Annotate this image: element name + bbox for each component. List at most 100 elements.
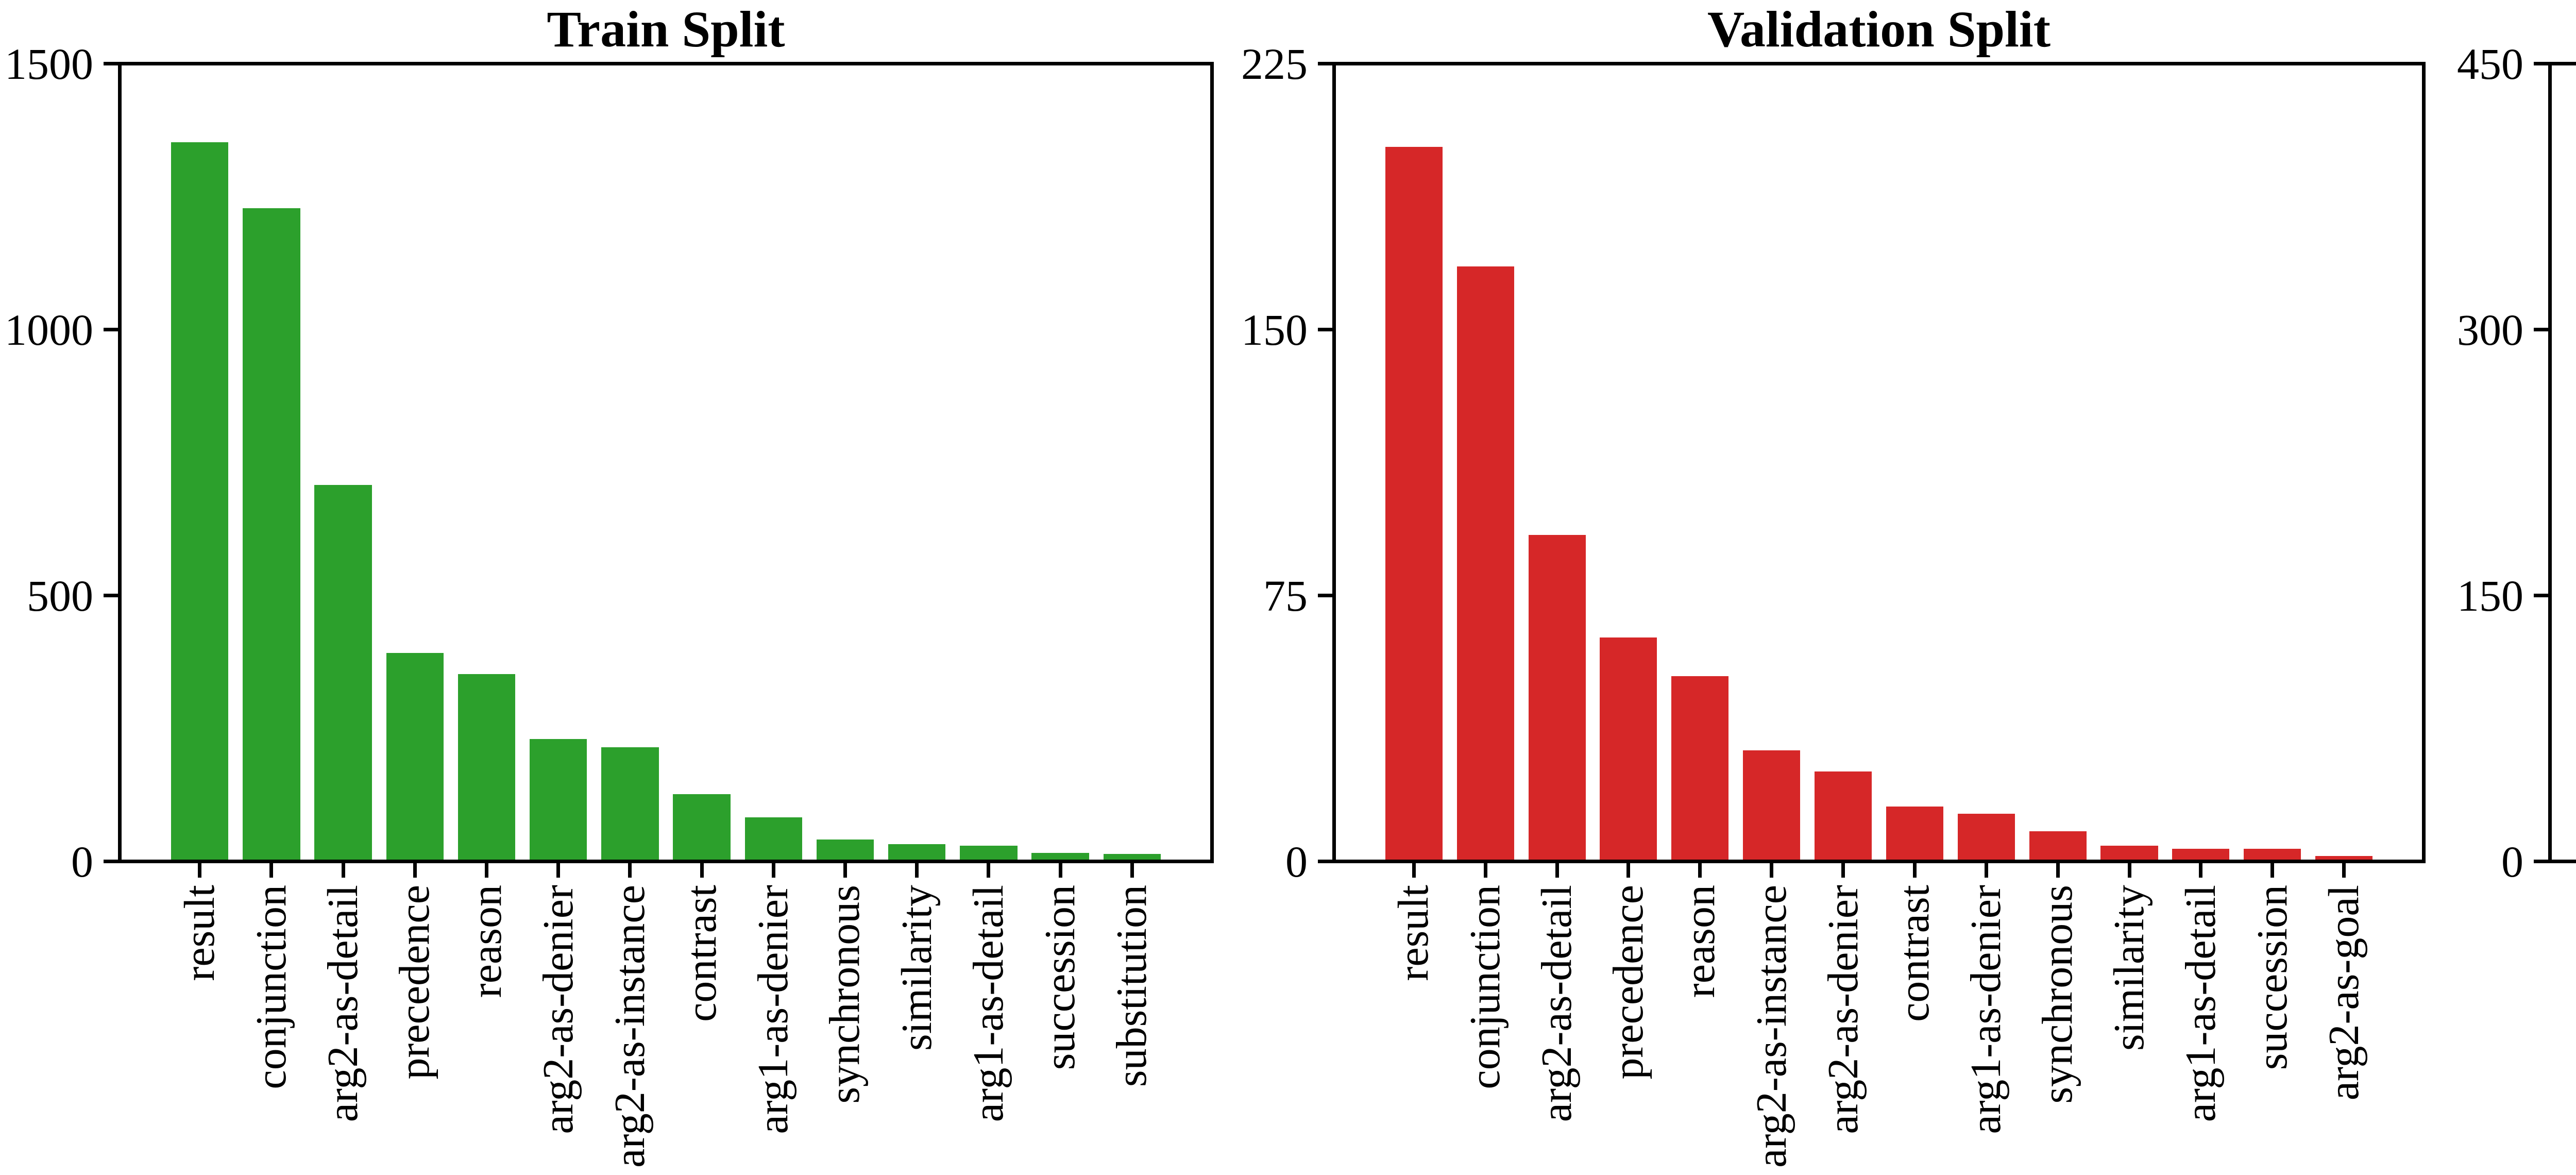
bar (2172, 849, 2230, 860)
y-tick-label: 1000 (5, 305, 93, 355)
x-tick-label: arg1-as-detail (2176, 885, 2225, 1122)
y-tick-mark (104, 62, 118, 65)
x-tick-label: reason (1675, 885, 1724, 998)
y-tick-mark (2534, 594, 2548, 597)
x-tick-label: arg2-as-instance (605, 885, 654, 1168)
y-tick-mark (1318, 62, 1332, 65)
y-tick-label: 150 (1241, 305, 1308, 355)
y-tick-mark (104, 328, 118, 331)
x-tick-label: substitution (1108, 885, 1156, 1087)
bar (888, 844, 946, 860)
x-tick-mark (1698, 863, 1702, 878)
x-tick-mark (843, 863, 847, 878)
x-tick-label: conjunction (247, 885, 295, 1089)
bar (1456, 266, 1514, 860)
bar (816, 839, 874, 860)
x-tick-label: succession (2248, 885, 2296, 1070)
x-tick-mark (485, 863, 488, 878)
bar (1815, 771, 1872, 860)
bar (1957, 813, 2015, 860)
x-tick-mark (1130, 863, 1134, 878)
x-tick-label: arg2-as-denier (1819, 885, 1867, 1134)
bar (2100, 845, 2158, 860)
x-tick-mark (413, 863, 417, 878)
x-tick-mark (198, 863, 202, 878)
bar (530, 738, 587, 860)
bar (1743, 750, 1801, 860)
x-tick-label: arg1-as-detail (964, 885, 1012, 1122)
x-tick-label: arg2-as-denier (534, 885, 582, 1134)
y-tick-label: 0 (2501, 836, 2523, 886)
plot-area (118, 62, 1214, 863)
bar (171, 142, 229, 860)
y-tick-label: 450 (2457, 39, 2523, 89)
x-tick-mark (1770, 863, 1774, 878)
y-tick-label: 225 (1241, 39, 1308, 89)
x-tick-label: succession (1036, 885, 1084, 1070)
x-tick-mark (556, 863, 561, 878)
bar (1103, 853, 1161, 860)
x-tick-label: reason (462, 885, 511, 998)
x-tick-mark (341, 863, 345, 878)
x-tick-mark (2199, 863, 2203, 878)
y-tick-label: 300 (2457, 305, 2523, 355)
x-tick-label: arg2-as-detail (319, 885, 367, 1122)
x-tick-mark (1841, 863, 1845, 878)
bar (744, 817, 802, 860)
y-tick-mark (2534, 860, 2548, 863)
x-tick-label: precedence (1604, 885, 1652, 1080)
x-tick-label: arg1-as-denier (749, 885, 798, 1134)
y-tick-label: 150 (2457, 570, 2523, 620)
y-tick-mark (1318, 328, 1332, 331)
bar (1031, 852, 1089, 860)
x-tick-label: similarity (2105, 885, 2154, 1051)
x-tick-mark (1058, 863, 1062, 878)
y-tick-mark (2534, 62, 2548, 65)
chart-title: Train Split (547, 1, 785, 58)
x-tick-mark (915, 863, 919, 878)
bar (2029, 831, 2087, 860)
bar (386, 653, 444, 860)
bar (601, 747, 659, 860)
x-tick-label: contrast (1890, 885, 1939, 1022)
chart-title: Validation Split (1707, 1, 2050, 58)
y-tick-mark (104, 594, 118, 597)
x-tick-mark (269, 863, 274, 878)
x-tick-mark (700, 863, 704, 878)
x-tick-label: similarity (892, 885, 941, 1051)
bar (314, 484, 372, 860)
x-tick-label: precedence (391, 885, 439, 1080)
bar (243, 208, 300, 860)
x-tick-mark (2127, 863, 2131, 878)
x-tick-mark (1912, 863, 1917, 878)
x-tick-label: synchronous (821, 885, 869, 1104)
y-tick-label: 1500 (5, 39, 93, 89)
x-tick-mark (2056, 863, 2060, 878)
x-tick-label: arg2-as-instance (1747, 885, 1795, 1168)
bar (457, 674, 516, 860)
x-tick-label: arg2-as-detail (1533, 885, 1581, 1122)
bar (1385, 146, 1443, 860)
x-tick-mark (1412, 863, 1416, 878)
bar (1600, 637, 1657, 860)
x-tick-label: result (175, 885, 224, 981)
y-tick-mark (104, 860, 118, 863)
x-tick-label: contrast (677, 885, 726, 1022)
x-tick-mark (628, 863, 632, 878)
x-tick-mark (1984, 863, 1988, 878)
x-tick-label: arg1-as-denier (1962, 885, 2010, 1134)
x-tick-mark (2342, 863, 2346, 878)
y-tick-label: 0 (71, 836, 93, 886)
x-tick-mark (1555, 863, 1559, 878)
bar (1528, 534, 1586, 860)
x-tick-mark (2270, 863, 2275, 878)
x-tick-mark (1626, 863, 1631, 878)
bar (2244, 849, 2301, 860)
y-tick-mark (1318, 860, 1332, 863)
plot-area (1332, 62, 2426, 863)
x-tick-label: result (1389, 885, 1438, 981)
y-tick-label: 75 (1263, 570, 1308, 620)
y-tick-label: 500 (27, 570, 93, 620)
bar (1886, 807, 1943, 860)
